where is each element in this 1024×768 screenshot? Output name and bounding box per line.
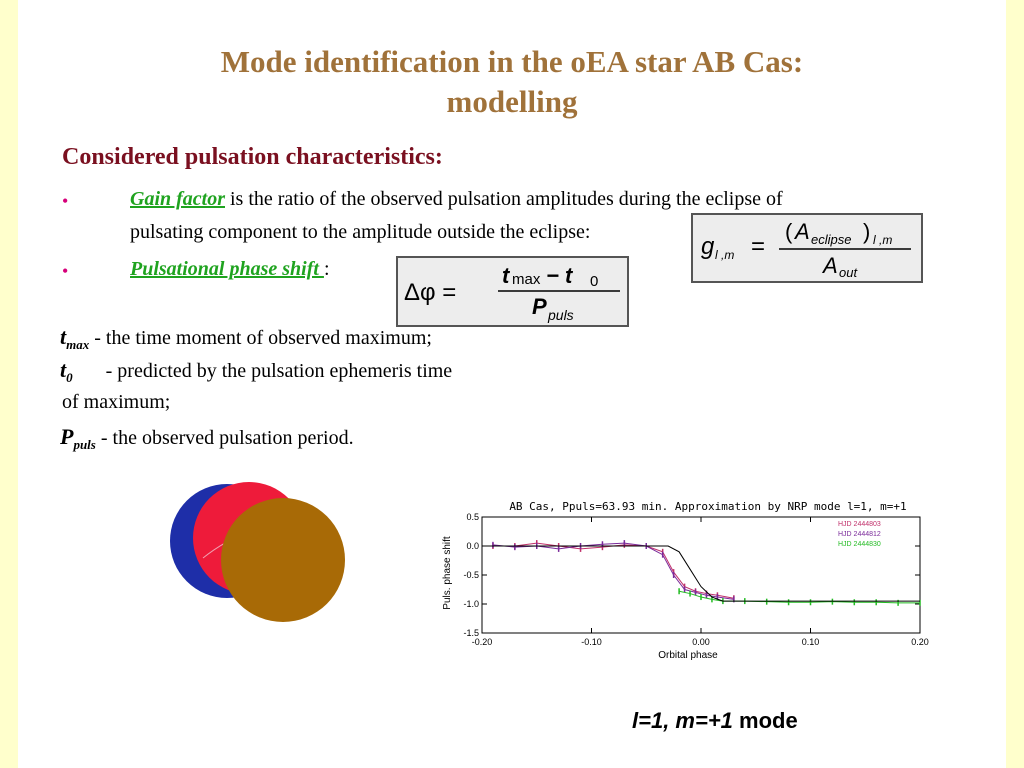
title-line-2: modelling [446,84,578,119]
gain-open-paren: ( [785,219,793,244]
companion-star [221,498,345,622]
legend-entry: HJD 2444830 [838,541,881,548]
definition-t0-cont: of maximum; [62,391,170,414]
y-axis-label: Puls. phase shift [442,536,453,610]
definition-tmax: tmax - the time moment of observed maxim… [60,324,432,353]
gain-lhs-sub: l ,m [715,248,734,262]
gain-factor-desc-2: pulsating component to the amplitude out… [130,221,591,243]
phase-shift-formula: Δφ = t max − t 0 P puls [396,256,629,327]
chart-title: AB Cas, Ppuls=63.93 min. Approximation b… [509,500,906,513]
x-tick-label: 0.00 [692,637,710,647]
x-tick-label: -0.20 [472,637,493,647]
def-text: - the time moment of observed maximum; [94,327,432,349]
def-symbol: P [60,424,74,449]
def-symbol: t [60,357,67,382]
gain-factor-desc-1: is the ratio of the observed pulsation a… [225,188,783,210]
gain-close-paren: ) [863,219,870,244]
series-line [482,545,920,602]
x-tick-label: 0.20 [911,637,929,647]
gain-num-sub: eclipse [811,232,851,247]
caption-italic: l=1, m=+1 [632,708,733,733]
bullet-marker-2: • [62,261,69,281]
x-tick-label: 0.10 [802,637,820,647]
y-tick-label: 0.0 [466,541,479,551]
def-sub: puls [73,437,96,452]
bullet-marker: • [62,191,69,211]
phase-formula-svg: Δφ = t max − t 0 P puls [404,263,620,323]
phase-num-t1: t [502,263,511,288]
y-tick-label: -0.5 [463,570,479,580]
section-heading: Considered pulsation characteristics: [62,144,443,170]
phase-den-sub: puls [547,307,574,323]
gain-formula-svg: g l ,m = ( A eclipse ) l ,m A out [701,219,911,280]
phase-shift-text: Pulsational phase shift : [130,253,330,286]
legend-entry: HJD 2444812 [838,531,881,538]
gain-factor-formula: g l ,m = ( A eclipse ) l ,m A out [691,213,923,283]
def-sub: 0 [66,370,73,385]
def-text: of maximum; [62,391,171,413]
chart-background [436,493,936,665]
phase-den-P: P [532,294,547,319]
series-line [678,590,920,604]
y-tick-label: -1.5 [463,628,479,638]
gain-den-A: A [821,253,838,278]
phase-num-sub2: 0 [590,273,598,290]
definition-ppuls: Ppuls - the observed pulsation period. [60,424,354,453]
gain-num-A: A [793,219,810,244]
phase-shift-colon: : [323,258,330,280]
def-text: - the observed pulsation period. [100,427,354,449]
equals-sign: = [751,233,765,260]
gain-factor-term: Gain factor [130,188,225,210]
gain-num-post: l ,m [873,233,892,247]
title-line-1: Mode identification in the oEA star AB C… [220,44,804,79]
legend-entry: HJD 2444803 [838,521,881,528]
def-text: - predicted by the pulsation ephemeris t… [105,360,453,382]
phase-shift-term: Pulsational phase shift [130,258,324,280]
def-symbol: t [60,324,67,349]
y-tick-label: 0.5 [466,512,479,522]
x-axis-label: Orbital phase [658,650,718,661]
slide-title: Mode identification in the oEA star AB C… [0,42,1024,122]
chart-plot-area: -0.20 -0.10 0.00 0.10 0.20 0.5 0.0 -0.5 -1.0 -1.5… [463,512,928,647]
gain-lhs-g: g [701,233,715,260]
gain-factor-text: Gain factor is the ratio of the observed… [130,183,950,249]
gain-den-sub: out [839,265,858,280]
phase-shift-chart: AB Cas, Ppuls=63.93 min. Approximation b… [436,493,936,665]
caption-rest: mode [732,708,798,733]
y-tick-label: -1.0 [463,599,479,609]
phase-num-sub1: max [512,271,541,288]
x-tick-label: -0.10 [581,637,602,647]
def-sub: max [66,337,90,352]
phase-num-minus: − t [546,263,574,288]
star-model-illustration [170,482,345,622]
phase-lhs: Δφ = [404,279,456,306]
mode-caption: l=1, m=+1 mode [632,708,798,734]
definition-t0: t0 - predicted by the pulsation ephemeri… [60,357,452,386]
